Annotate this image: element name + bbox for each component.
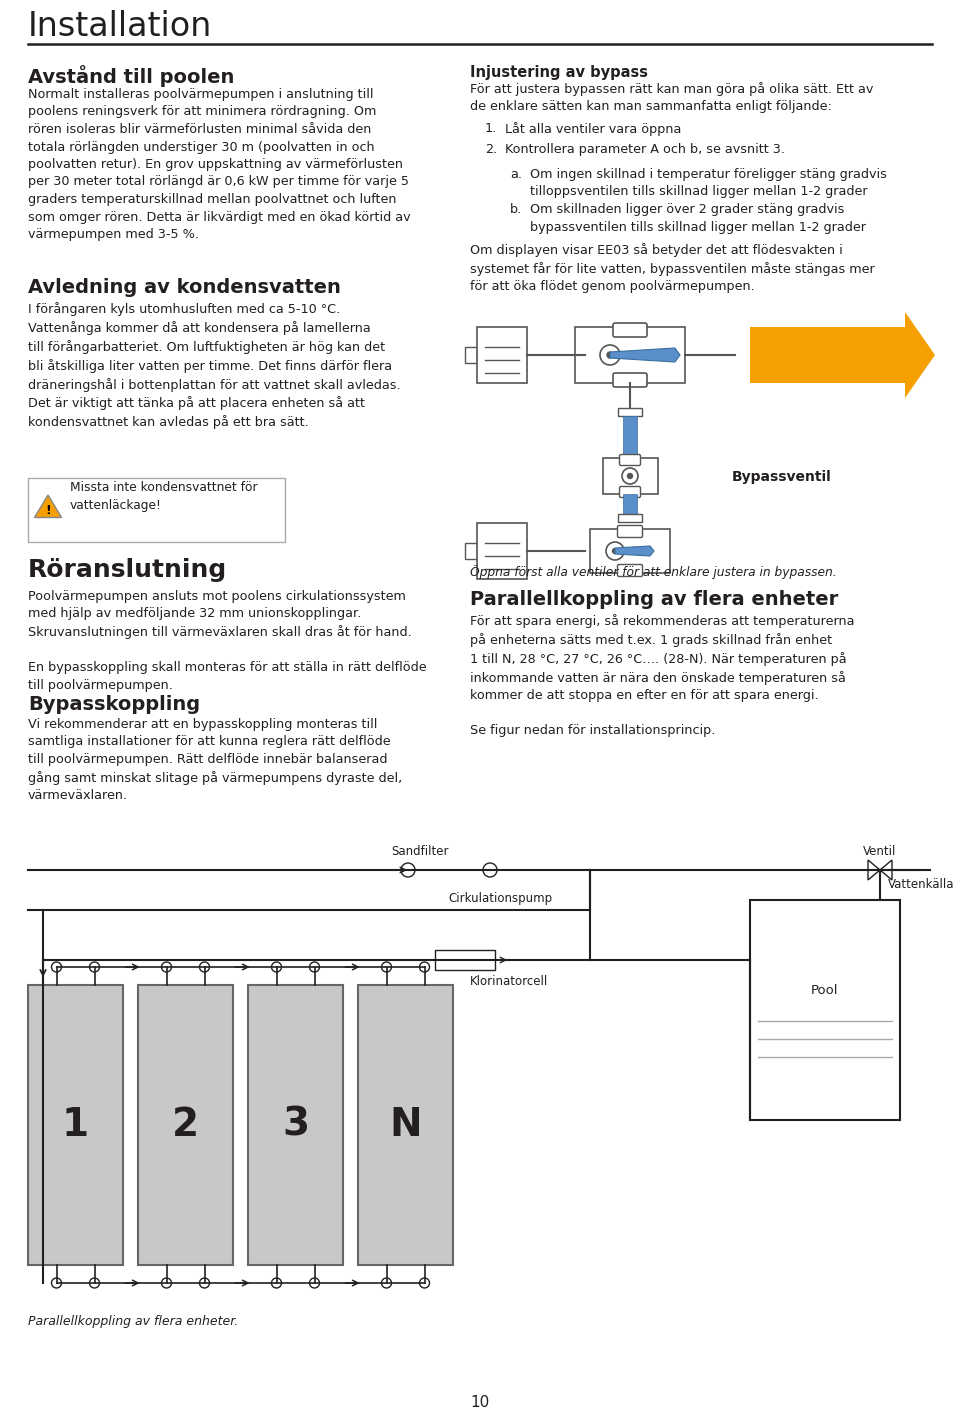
Circle shape: [309, 962, 320, 972]
Text: Ventil: Ventil: [863, 845, 897, 858]
Circle shape: [420, 1277, 429, 1287]
Circle shape: [200, 962, 209, 972]
Circle shape: [612, 549, 617, 554]
Text: 10: 10: [470, 1395, 490, 1410]
Text: Parallellkoppling av flera enheter: Parallellkoppling av flera enheter: [470, 590, 838, 610]
Circle shape: [420, 962, 429, 972]
Text: 1: 1: [62, 1106, 89, 1144]
Circle shape: [401, 863, 415, 877]
Bar: [248, 985, 343, 1265]
Text: Klorinatorcell: Klorinatorcell: [470, 975, 548, 988]
Bar: [623, 495, 637, 514]
Circle shape: [89, 962, 100, 972]
Bar: [477, 523, 527, 578]
FancyBboxPatch shape: [613, 323, 647, 337]
Text: Kontrollera parameter A och b, se avsnitt 3.: Kontrollera parameter A och b, se avsnit…: [505, 144, 785, 156]
Circle shape: [607, 352, 613, 358]
Text: Bypassventil: Bypassventil: [732, 470, 831, 485]
Bar: [28, 477, 285, 541]
Text: För att justera bypassen rätt kan man göra på olika sätt. Ett av
de enklare sätt: För att justera bypassen rätt kan man gö…: [470, 82, 874, 114]
Bar: [465, 347, 477, 362]
Bar: [618, 408, 642, 416]
Circle shape: [483, 863, 497, 877]
Text: Normalt installeras poolvärmepumpen i anslutning till
poolens reningsverk för at: Normalt installeras poolvärmepumpen i an…: [28, 88, 411, 242]
FancyBboxPatch shape: [619, 455, 640, 466]
Text: Injustering av bypass: Injustering av bypass: [470, 65, 648, 80]
Text: Öppna först alla ventiler för att enklare justera in bypassen.: Öppna först alla ventiler för att enklar…: [470, 566, 836, 578]
Text: 3: 3: [282, 1106, 309, 1144]
Circle shape: [272, 1277, 281, 1287]
FancyBboxPatch shape: [617, 526, 642, 537]
Circle shape: [622, 468, 638, 485]
Text: N: N: [389, 1106, 421, 1144]
FancyBboxPatch shape: [613, 372, 647, 387]
FancyBboxPatch shape: [617, 564, 642, 577]
Text: !: !: [45, 504, 51, 517]
Circle shape: [89, 1277, 100, 1287]
Polygon shape: [610, 348, 680, 362]
Bar: [465, 543, 477, 558]
Circle shape: [161, 1277, 172, 1287]
FancyBboxPatch shape: [619, 486, 640, 497]
Text: 2.: 2.: [485, 144, 497, 156]
Circle shape: [52, 1277, 61, 1287]
Bar: [575, 327, 685, 384]
Text: 1.: 1.: [485, 122, 497, 135]
Circle shape: [606, 541, 624, 560]
Polygon shape: [868, 860, 892, 880]
Circle shape: [272, 962, 281, 972]
Text: Röranslutning: Röranslutning: [28, 558, 228, 583]
Bar: [618, 514, 642, 522]
Text: Missta inte kondensvattnet för
vattenläckage!: Missta inte kondensvattnet för vattenläc…: [70, 480, 257, 512]
Bar: [603, 458, 658, 495]
Text: Om ingen skillnad i temperatur föreligger stäng gradvis
tilloppsventilen tills s: Om ingen skillnad i temperatur föreligge…: [530, 168, 887, 199]
Bar: [590, 529, 670, 573]
Circle shape: [200, 1277, 209, 1287]
Text: Vattenkälla: Vattenkälla: [888, 878, 954, 891]
Circle shape: [628, 473, 633, 479]
Text: 2: 2: [172, 1106, 199, 1144]
Bar: [138, 985, 233, 1265]
Text: Avledning av kondensvatten: Avledning av kondensvatten: [28, 279, 341, 297]
Text: Poolvärmepumpen ansluts mot poolens cirkulationssystem
med hjälp av medföljande : Poolvärmepumpen ansluts mot poolens cirk…: [28, 590, 426, 692]
Polygon shape: [35, 495, 61, 517]
Circle shape: [381, 1277, 392, 1287]
Bar: [28, 985, 123, 1265]
Text: b.: b.: [510, 203, 522, 216]
Text: Cirkulationspump: Cirkulationspump: [448, 892, 552, 905]
Polygon shape: [750, 313, 935, 398]
Bar: [435, 951, 495, 971]
Circle shape: [381, 962, 392, 972]
Text: a.: a.: [510, 168, 522, 180]
Text: Sandfilter: Sandfilter: [392, 845, 448, 858]
Text: Avstånd till poolen: Avstånd till poolen: [28, 65, 234, 87]
Text: Låt alla ventiler vara öppna: Låt alla ventiler vara öppna: [505, 122, 682, 136]
Text: Om displayen visar EE03 så betyder det att flödesvakten i
systemet får för lite : Om displayen visar EE03 så betyder det a…: [470, 243, 875, 293]
Circle shape: [309, 1277, 320, 1287]
Text: Parallellkoppling av flera enheter.: Parallellkoppling av flera enheter.: [28, 1314, 238, 1329]
Bar: [358, 985, 453, 1265]
Bar: [623, 416, 637, 460]
Text: För att spara energi, så rekommenderas att temperaturerna
på enheterna sätts med: För att spara energi, så rekommenderas a…: [470, 614, 854, 737]
Circle shape: [600, 345, 620, 365]
Text: Pool: Pool: [811, 983, 839, 996]
Text: I förångaren kyls utomhusluften med ca 5-10 °C.
Vattenånga kommer då att kondens: I förångaren kyls utomhusluften med ca 5…: [28, 303, 400, 429]
Text: Bypasskoppling: Bypasskoppling: [28, 695, 200, 713]
Text: Vi rekommenderar att en bypasskoppling monteras till
samtliga installationer för: Vi rekommenderar att en bypasskoppling m…: [28, 718, 402, 803]
Text: Om skillnaden ligger över 2 grader stäng gradvis
bypassventilen tills skillnad l: Om skillnaden ligger över 2 grader stäng…: [530, 203, 866, 233]
Circle shape: [52, 962, 61, 972]
Circle shape: [161, 962, 172, 972]
Bar: [750, 899, 900, 1120]
Polygon shape: [615, 546, 654, 556]
Bar: [477, 327, 527, 384]
Text: Installation: Installation: [28, 10, 212, 43]
